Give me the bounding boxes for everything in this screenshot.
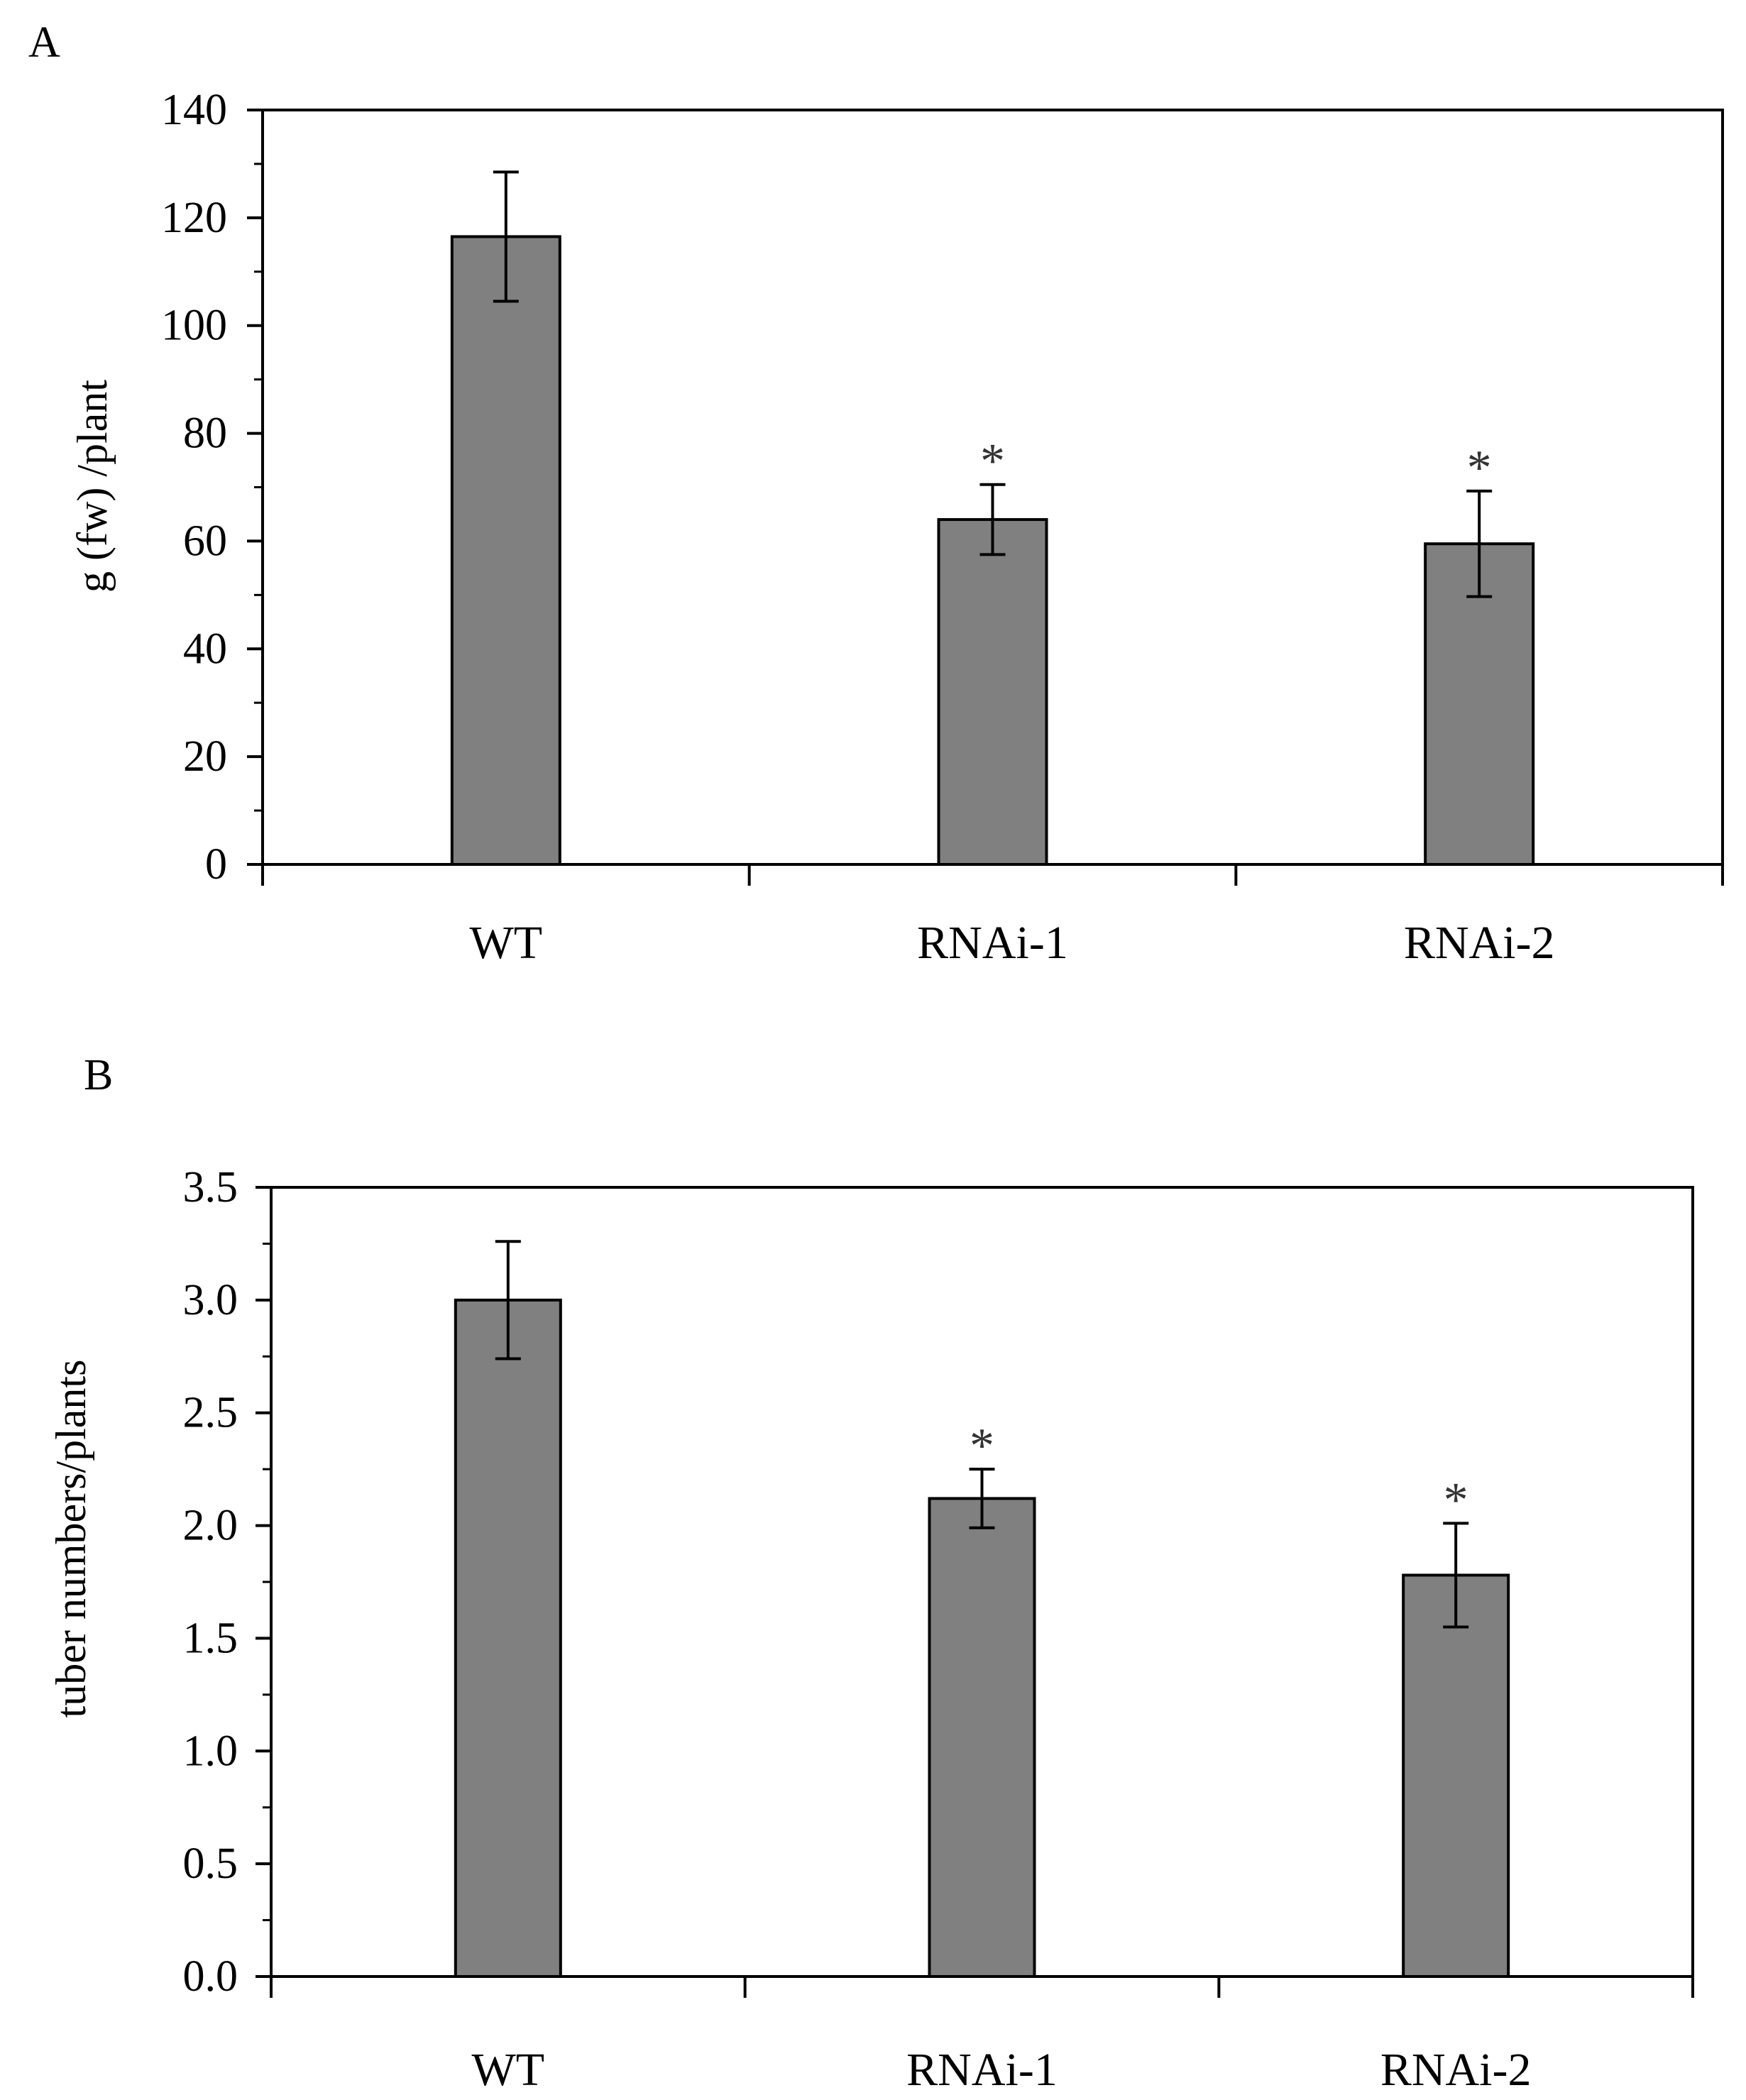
category-label: WT — [472, 2044, 545, 2096]
bar — [1402, 1573, 1510, 1978]
y-tick-label: 20 — [183, 732, 227, 781]
category-label: RNAi-1 — [906, 2044, 1058, 2096]
panel-label: A — [28, 18, 60, 67]
y-tick-label: 2.0 — [183, 1502, 238, 1550]
bars: ** — [450, 170, 1535, 866]
category-labels: WT RNAi-1 RNAi-2 — [470, 917, 1555, 969]
y-tick-label: 3.5 — [183, 1163, 238, 1211]
y-tick-label: 40 — [183, 625, 227, 673]
y-tick-label: 0 — [205, 840, 227, 889]
category-label: WT — [470, 917, 543, 969]
y-tick-label: 60 — [183, 517, 227, 565]
chart-panel-b: B tuber numbers/plants 0.0 0.5 1.0 1.5 2.0 2.… — [48, 1051, 1694, 2096]
y-tick-label: 1.0 — [183, 1727, 238, 1775]
y-tick-labels: 0.0 0.5 1.0 1.5 2.0 2.5 3.0 3.5 — [183, 1163, 238, 2001]
y-axis-title: tuber numbers/plants — [48, 1360, 94, 1718]
significance-star: * — [970, 1419, 994, 1473]
y-tick-label: 100 — [161, 302, 227, 350]
category-label: RNAi-2 — [1380, 2044, 1532, 2096]
bar — [937, 518, 1048, 866]
y-axis-title: g (fw) /plant — [69, 380, 116, 593]
y-tick-label: 120 — [161, 194, 227, 242]
category-label: RNAi-1 — [917, 917, 1068, 969]
bar — [450, 235, 561, 866]
y-tick-label: 80 — [183, 409, 227, 458]
significance-star: * — [1444, 1473, 1468, 1527]
y-tick-label: 0.5 — [183, 1840, 238, 1888]
significance-star: * — [980, 434, 1005, 489]
category-labels: WT RNAi-1 RNAi-2 — [472, 2044, 1532, 2096]
y-tick-label: 3.0 — [183, 1276, 238, 1324]
y-tick-label: 2.5 — [183, 1389, 238, 1437]
y-tick-label: 140 — [161, 86, 227, 134]
y-tick-label: 1.5 — [183, 1614, 238, 1662]
panel-label: B — [84, 1051, 113, 1099]
significance-star: * — [1467, 441, 1492, 495]
category-label: RNAi-2 — [1404, 917, 1555, 969]
y-tick-labels: 0 20 40 60 80 100 120 140 — [161, 86, 227, 889]
bar — [928, 1497, 1036, 1979]
bar — [454, 1298, 562, 1979]
y-tick-label: 0.0 — [183, 1952, 238, 2001]
